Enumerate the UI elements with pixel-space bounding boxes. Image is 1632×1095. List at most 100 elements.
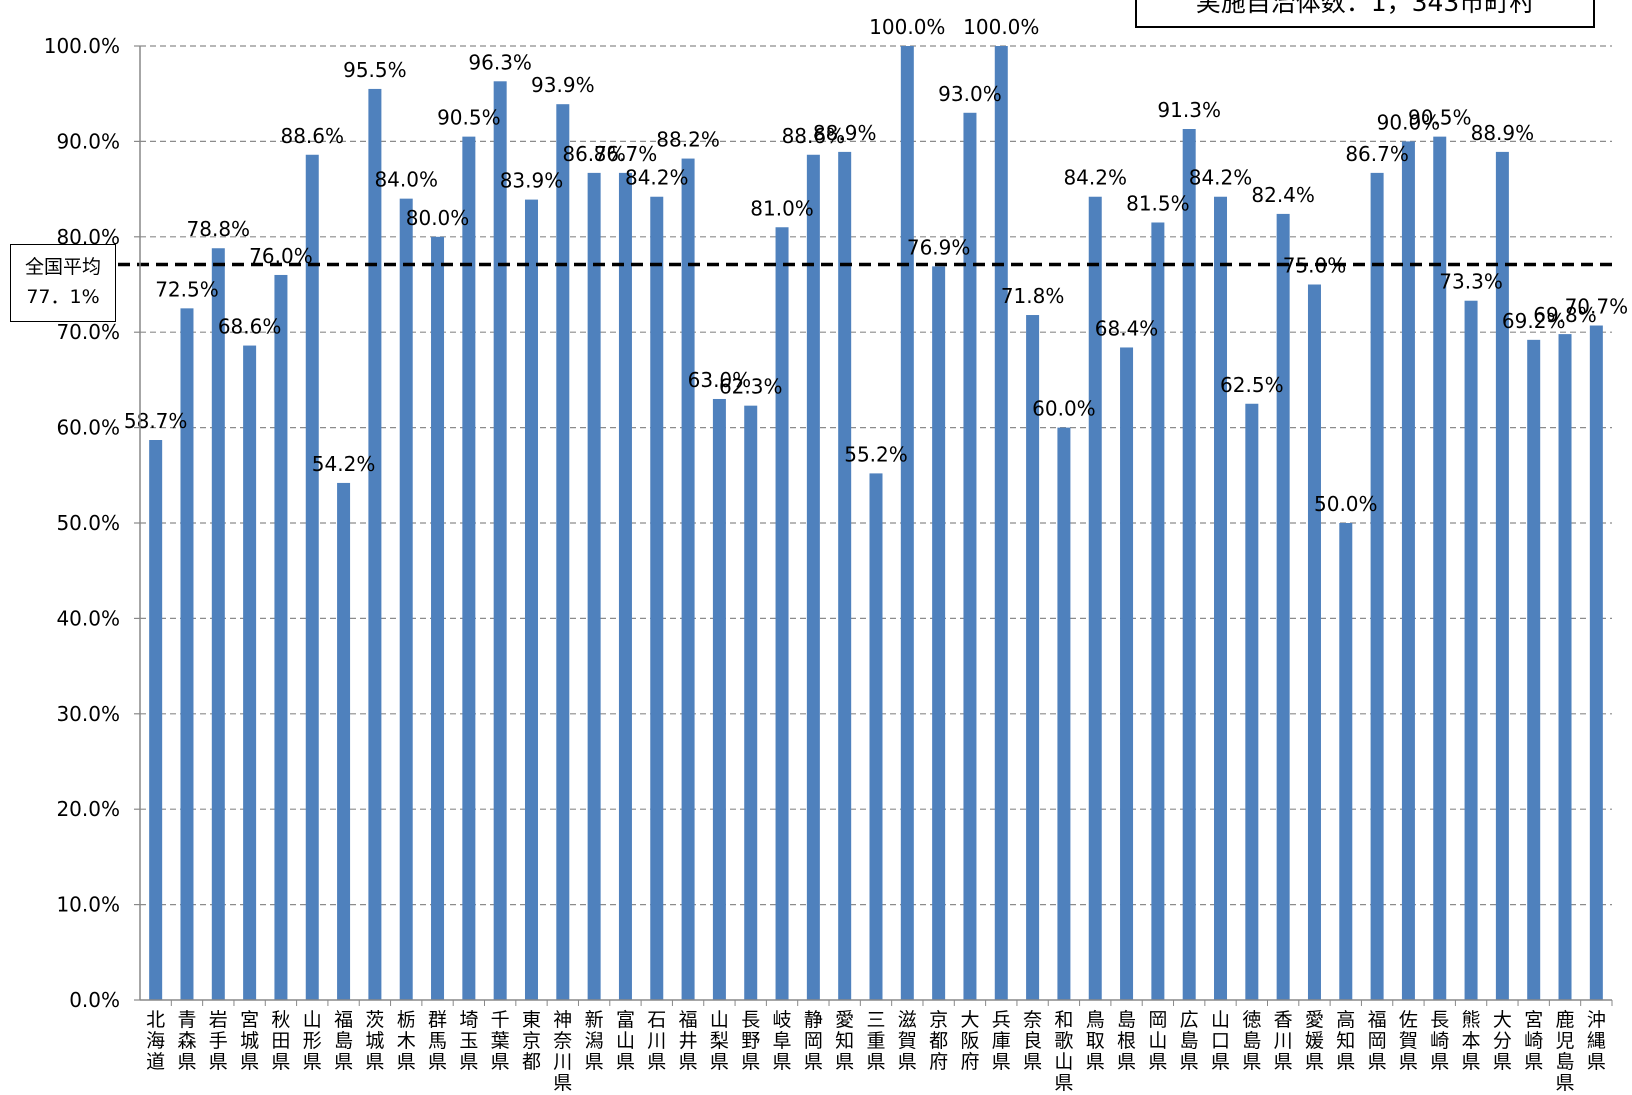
data-label: 68.6% — [218, 315, 282, 339]
data-label: 93.9% — [531, 73, 595, 97]
category-label: 岩手県 — [209, 1009, 228, 1073]
bar — [431, 236, 445, 1001]
data-label: 75.0% — [1283, 254, 1347, 278]
category-label: 愛知県 — [835, 1009, 854, 1073]
bar — [1057, 427, 1071, 1001]
category-label: 北海道 — [146, 1009, 165, 1073]
data-label: 84.2% — [625, 166, 689, 190]
category-label: 群馬県 — [428, 1009, 447, 1073]
data-label: 62.3% — [719, 375, 783, 399]
data-label: 84.0% — [374, 168, 438, 192]
data-label: 81.5% — [1126, 191, 1190, 215]
y-tick-label: 100.0% — [44, 34, 120, 58]
bar — [681, 158, 695, 1000]
data-label: 88.9% — [813, 121, 877, 145]
category-label: 京都府 — [929, 1009, 948, 1073]
y-tick-label: 60.0% — [56, 416, 120, 440]
bar — [1558, 334, 1572, 1000]
category-label: 滋賀県 — [898, 1009, 917, 1073]
category-label: 熊本県 — [1462, 1009, 1481, 1073]
data-label: 82.4% — [1251, 183, 1315, 207]
bar — [1026, 315, 1040, 1000]
data-label: 100.0% — [963, 15, 1039, 39]
data-label: 55.2% — [844, 442, 908, 466]
bar — [1182, 128, 1196, 1001]
category-label: 茨城県 — [365, 1009, 384, 1073]
category-label: 大阪府 — [960, 1009, 979, 1073]
category-label: 香川県 — [1274, 1009, 1293, 1073]
data-label: 83.9% — [500, 169, 564, 193]
national-average-label: 全国平均 — [24, 256, 101, 278]
bar — [1120, 347, 1134, 1000]
bar — [305, 154, 319, 1001]
data-label: 62.5% — [1220, 373, 1284, 397]
category-label: 岡山県 — [1148, 1009, 1167, 1073]
category-label: 宮崎県 — [1524, 1009, 1543, 1073]
y-tick-label: 10.0% — [56, 893, 120, 917]
data-label: 71.8% — [1001, 284, 1065, 308]
bar — [211, 248, 225, 1001]
data-label: 60.0% — [1032, 397, 1096, 421]
category-label: 福岡県 — [1368, 1009, 1387, 1073]
bar — [243, 345, 257, 1000]
data-label: 88.6% — [782, 124, 846, 148]
category-label: 岐阜県 — [773, 1009, 792, 1073]
y-tick-label: 40.0% — [56, 606, 120, 630]
bar — [1527, 339, 1541, 1000]
bar — [1589, 325, 1603, 1001]
bar — [524, 199, 538, 1000]
category-label: 兵庫県 — [992, 1009, 1011, 1073]
category-label: 石川県 — [647, 1009, 666, 1073]
category-label: 宮城県 — [240, 1009, 259, 1073]
bar — [368, 88, 382, 1001]
bar — [399, 198, 413, 1000]
data-label: 69.2% — [1502, 309, 1566, 333]
category-label: 神奈川県 — [553, 1009, 572, 1094]
bar — [806, 154, 820, 1001]
national-average-value: 77．1% — [26, 286, 100, 308]
y-tick-label: 50.0% — [56, 511, 120, 535]
category-label: 山口県 — [1211, 1009, 1230, 1073]
bar — [775, 227, 789, 1000]
bar — [587, 172, 601, 1000]
category-label: 山形県 — [303, 1009, 322, 1073]
bar — [1495, 151, 1509, 1001]
data-label: 84.2% — [1189, 166, 1253, 190]
data-label: 72.5% — [155, 277, 219, 301]
bar — [650, 196, 664, 1000]
category-label: 東京都 — [522, 1009, 541, 1073]
bar — [1276, 213, 1290, 1001]
national-average-box: 全国平均 77．1% — [10, 244, 116, 322]
municipality-count-text: 実施自治体数：1，343市町村 — [1195, 0, 1535, 17]
category-label: 鹿児島県 — [1556, 1009, 1575, 1094]
category-label: 奈良県 — [1023, 1009, 1042, 1073]
data-label: 84.2% — [1063, 166, 1127, 190]
bar — [1464, 300, 1478, 1000]
category-label: 鳥取県 — [1086, 1009, 1105, 1073]
category-label: 広島県 — [1180, 1009, 1199, 1073]
category-label: 愛媛県 — [1305, 1009, 1324, 1073]
data-label: 81.0% — [750, 196, 814, 220]
data-label: 69.8% — [1533, 303, 1597, 327]
y-tick-label: 70.0% — [56, 320, 120, 344]
bar — [1088, 196, 1102, 1000]
category-label: 富山県 — [616, 1009, 635, 1073]
bar — [838, 151, 852, 1001]
bar — [994, 46, 1008, 1000]
y-tick-label: 0.0% — [69, 988, 120, 1012]
bar — [493, 81, 507, 1001]
data-label: 88.6% — [280, 124, 344, 148]
bar — [556, 104, 570, 1001]
data-label: 70.7% — [1565, 295, 1629, 319]
bar — [337, 482, 351, 1000]
bar — [274, 274, 288, 1001]
bar — [618, 172, 632, 1000]
bar — [1370, 172, 1384, 1000]
bar — [932, 266, 946, 1000]
data-label: 86.7% — [562, 142, 626, 166]
category-label: 青森県 — [177, 1009, 196, 1073]
category-label: 和歌山県 — [1054, 1009, 1073, 1094]
bar — [869, 473, 883, 1001]
y-tick-label: 30.0% — [56, 702, 120, 726]
